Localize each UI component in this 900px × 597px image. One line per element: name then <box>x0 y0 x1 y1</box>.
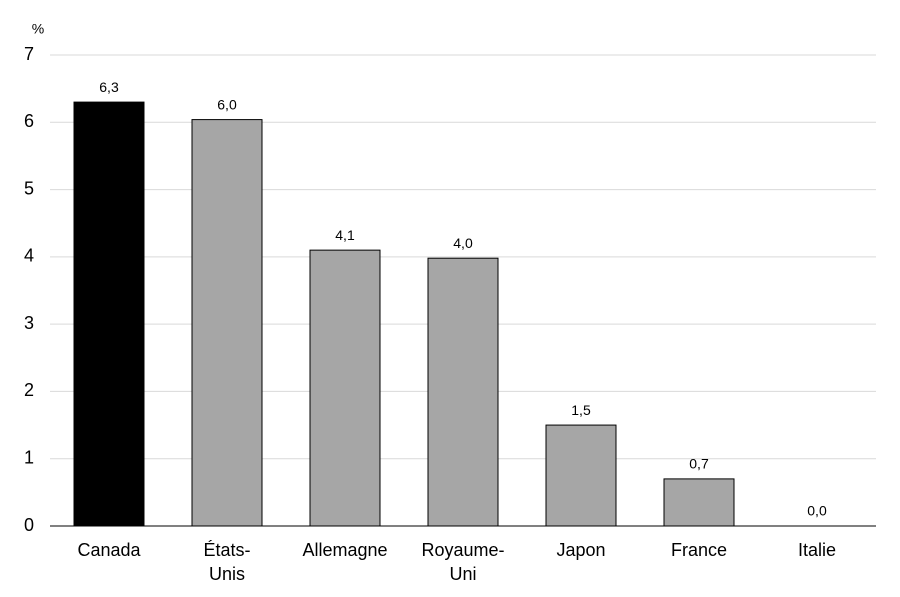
x-tick-label-line: Uni <box>449 564 476 584</box>
value-label: 6,3 <box>99 79 119 95</box>
bar <box>545 424 617 527</box>
x-tick-label: Japon <box>556 540 605 560</box>
y-tick-label: 0 <box>24 515 34 535</box>
x-tick-label: France <box>671 540 727 560</box>
value-label: 6,0 <box>217 96 237 112</box>
x-tick-label-line: Unis <box>209 564 245 584</box>
y-tick-label: 1 <box>24 447 34 467</box>
x-tick-label: Allemagne <box>302 540 387 560</box>
y-tick-label: 4 <box>24 246 34 266</box>
bar <box>73 101 145 527</box>
y-tick-label: 6 <box>24 111 34 131</box>
x-tick-label: Royaume- Uni <box>421 540 504 584</box>
x-tick-label: États- Unis <box>203 540 250 584</box>
bar <box>663 478 735 527</box>
bar <box>427 257 499 527</box>
value-label: 1,5 <box>571 402 591 418</box>
x-tick-label: Canada <box>77 540 141 560</box>
y-tick-label: 3 <box>24 313 34 333</box>
value-label: 4,0 <box>453 235 473 251</box>
value-label: 0,7 <box>689 456 709 472</box>
x-tick-label-line: Royaume- <box>421 540 504 560</box>
bar <box>191 119 263 527</box>
value-label: 0,0 <box>807 503 827 519</box>
x-tick-label-line: États- <box>203 540 250 560</box>
y-tick-label: 5 <box>24 178 34 198</box>
y-tick-label: 7 <box>24 44 34 64</box>
y-tick-label: 2 <box>24 380 34 400</box>
y-axis-label: % <box>32 21 44 37</box>
x-tick-label: Italie <box>798 540 836 560</box>
bar <box>309 249 381 527</box>
value-label: 4,1 <box>335 227 355 243</box>
